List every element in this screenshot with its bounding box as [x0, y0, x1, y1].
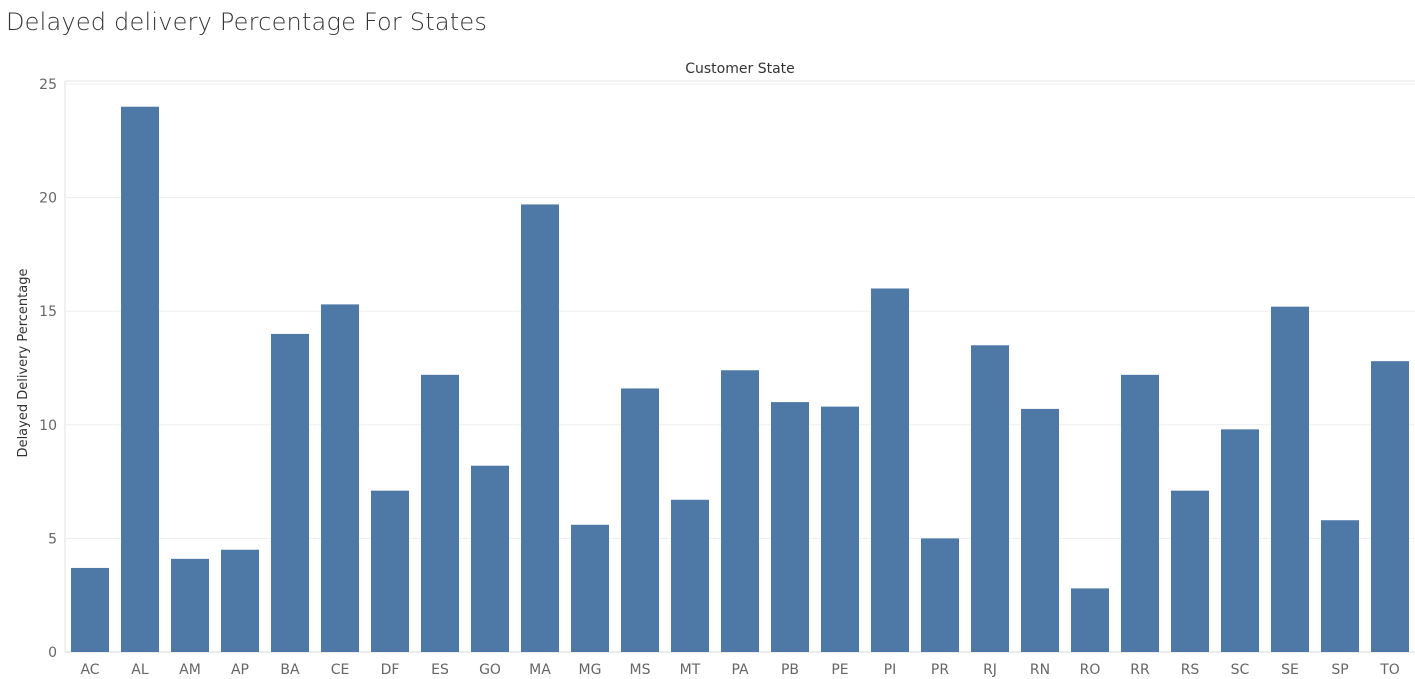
x-axis-ticks: AC AL AM AP BA CE DF ES GO MA MG MS MT PA PB PE PI PR RJ RN… — [80, 662, 1399, 678]
x-tick-label: AL — [131, 662, 149, 678]
x-tick-label: RJ — [983, 662, 997, 678]
bar-ac[interactable] — [71, 567, 109, 652]
bar-pa[interactable] — [721, 370, 759, 652]
bar-pr[interactable] — [921, 538, 959, 652]
bar-mt[interactable] — [671, 499, 709, 652]
x-tick-label: MG — [579, 662, 602, 678]
x-tick-label: PB — [781, 662, 799, 678]
x-tick-label: DF — [381, 662, 400, 678]
x-tick-label: RR — [1130, 662, 1150, 678]
bar-mg[interactable] — [571, 524, 609, 652]
x-tick-label: ES — [431, 662, 449, 678]
y-tick-label: 15 — [39, 304, 57, 320]
bar-se[interactable] — [1271, 306, 1309, 652]
x-tick-label: PI — [884, 662, 897, 678]
x-tick-label: SE — [1281, 662, 1299, 678]
bar-to[interactable] — [1371, 361, 1409, 652]
bar-ap[interactable] — [221, 549, 259, 652]
y-tick-label: 20 — [39, 191, 57, 207]
y-axis-label: Delayed Delivery Percentage — [16, 269, 31, 458]
chart-title: Delayed delivery Percentage For States — [6, 8, 488, 36]
y-tick-label: 25 — [39, 77, 57, 93]
x-tick-label: RO — [1080, 662, 1101, 678]
y-tick-label: 5 — [48, 531, 57, 547]
x-tick-label: MT — [680, 662, 701, 678]
bar-rn[interactable] — [1021, 408, 1059, 652]
x-tick-label: RN — [1030, 662, 1050, 678]
x-tick-label: BA — [280, 662, 300, 678]
bar-al[interactable] — [121, 106, 159, 653]
bar-sp[interactable] — [1321, 520, 1359, 652]
bar-ro[interactable] — [1071, 588, 1109, 652]
x-tick-label: CE — [331, 662, 350, 678]
x-tick-label: PE — [831, 662, 848, 678]
bar-sc[interactable] — [1221, 429, 1259, 652]
bar-df[interactable] — [371, 490, 409, 652]
x-tick-label: AM — [179, 662, 201, 678]
x-tick-label: SC — [1231, 662, 1250, 678]
bar-rr[interactable] — [1121, 374, 1159, 652]
x-tick-label: TO — [1379, 662, 1400, 678]
bar-go[interactable] — [471, 465, 509, 652]
bar-rj[interactable] — [971, 345, 1009, 652]
bar-ba[interactable] — [271, 333, 309, 652]
x-tick-label: MS — [630, 662, 651, 678]
x-tick-label: RS — [1181, 662, 1200, 678]
bar-es[interactable] — [421, 374, 459, 652]
x-tick-label: SP — [1331, 662, 1348, 678]
y-axis-ticks: 0 5 10 15 20 25 — [39, 77, 57, 661]
column-header: Customer State — [685, 61, 795, 77]
y-tick-label: 10 — [39, 418, 57, 434]
x-tick-label: PA — [731, 662, 749, 678]
bar-pi[interactable] — [871, 288, 909, 652]
x-tick-label: AP — [231, 662, 249, 678]
bar-pb[interactable] — [771, 402, 809, 652]
bar-am[interactable] — [171, 558, 209, 652]
y-tick-label: 0 — [48, 645, 57, 661]
bar-pe[interactable] — [821, 406, 859, 652]
bars — [71, 106, 1409, 653]
x-tick-label: PR — [931, 662, 949, 678]
x-tick-label: AC — [80, 662, 99, 678]
bar-ms[interactable] — [621, 388, 659, 652]
x-tick-label: MA — [529, 662, 551, 678]
bar-ce[interactable] — [321, 304, 359, 652]
x-tick-label: GO — [479, 662, 501, 678]
bar-ma[interactable] — [521, 204, 559, 653]
bar-rs[interactable] — [1171, 490, 1209, 652]
